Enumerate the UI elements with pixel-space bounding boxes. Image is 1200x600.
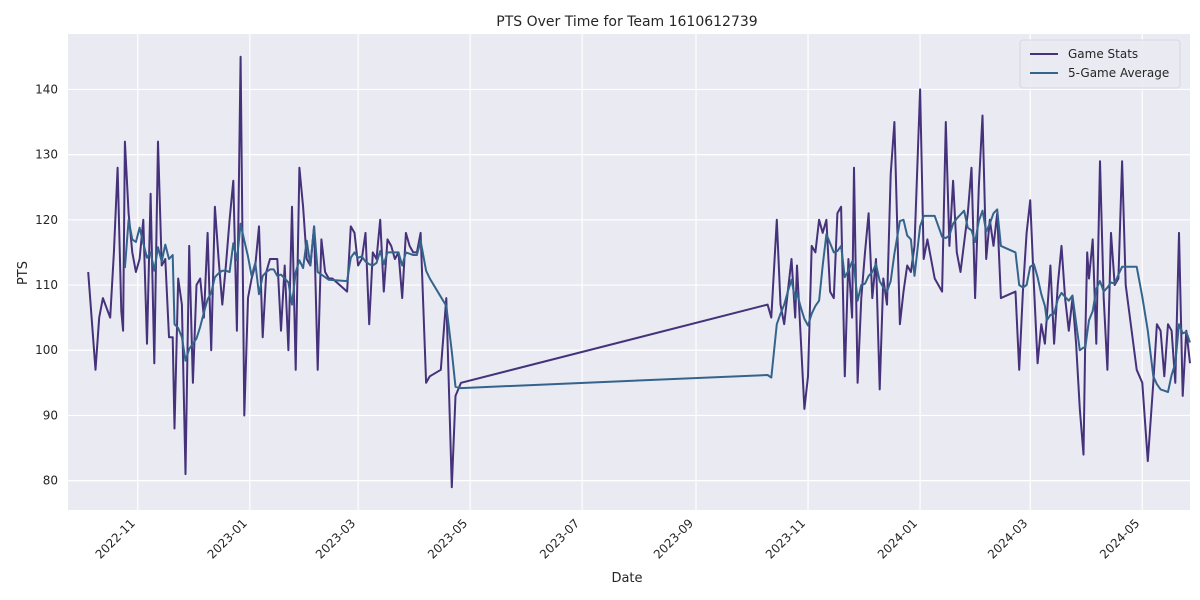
- plot-background: [68, 34, 1190, 510]
- x-tick-label: 2023-07: [537, 516, 582, 561]
- legend-label-5-game-average: 5-Game Average: [1068, 66, 1169, 80]
- y-tick-label: 110: [35, 278, 58, 292]
- x-tick-label: 2023-03: [313, 516, 358, 561]
- x-axis-label: Date: [611, 571, 642, 586]
- y-tick-label: 100: [35, 343, 58, 357]
- y-tick-label: 130: [35, 148, 58, 162]
- x-tick-label: 2022-11: [93, 516, 138, 561]
- y-tick-label: 140: [35, 82, 58, 96]
- legend-box: [1019, 39, 1181, 89]
- legend-label-game-stats: Game Stats: [1068, 47, 1138, 61]
- y-tick-labels: 80 90 100 110 120 130 140: [35, 82, 58, 487]
- x-tick-label: 2023-09: [651, 516, 696, 561]
- y-tick-label: 120: [35, 213, 58, 227]
- x-tick-label: 2024-01: [875, 516, 920, 561]
- x-tick-label: 2023-05: [425, 516, 470, 561]
- chart-title: PTS Over Time for Team 1610612739: [496, 14, 757, 30]
- x-tick-label: 2023-11: [763, 516, 808, 561]
- x-tick-labels: 2022-11 2023-01 2023-03 2023-05 2023-07 2023-…: [93, 516, 1143, 561]
- series-5-game-average-line: [123, 208, 1191, 393]
- series-game-stats-line: [87, 55, 1191, 489]
- y-axis-label: PTS: [16, 261, 31, 285]
- y-tick-label: 90: [43, 408, 58, 422]
- series-layer: [87, 55, 1191, 489]
- y-tick-label: 80: [43, 474, 58, 488]
- legend: Game Stats 5-Game Average: [1019, 39, 1181, 89]
- x-tick-label: 2024-05: [1097, 516, 1142, 561]
- x-tick-label: 2023-01: [205, 516, 250, 561]
- x-tick-label: 2024-03: [985, 516, 1030, 561]
